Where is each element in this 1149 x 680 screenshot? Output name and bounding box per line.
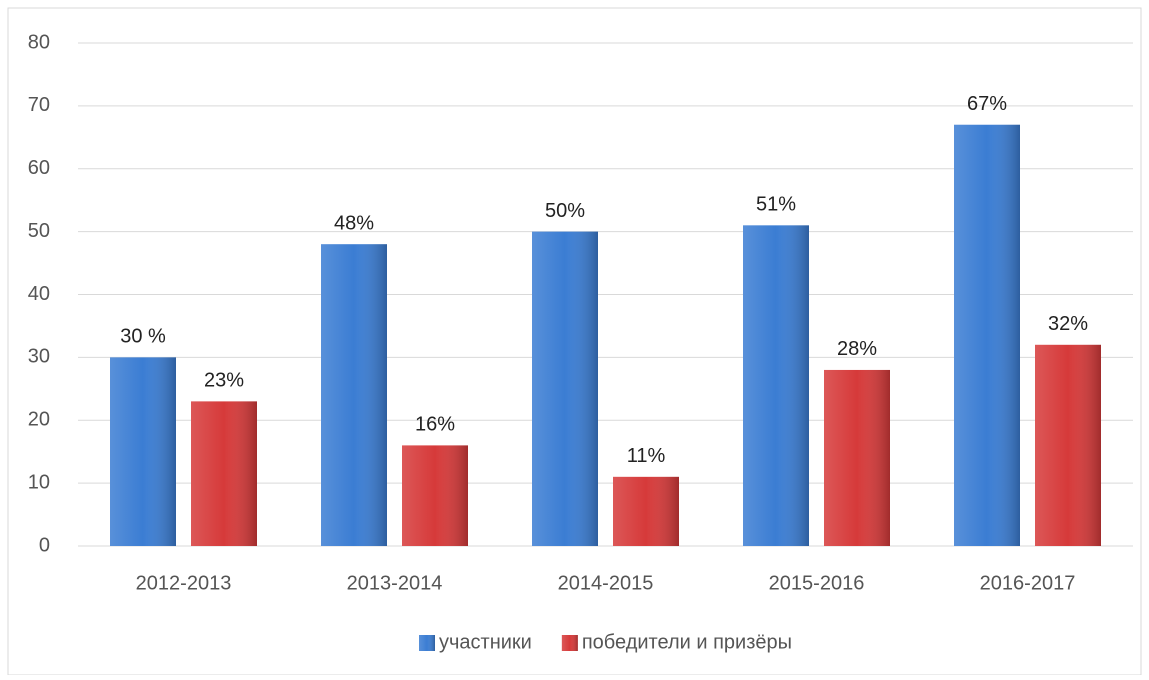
y-tick-label: 40 bbox=[28, 283, 50, 305]
y-tick-label: 60 bbox=[28, 157, 50, 179]
x-tick-label: 2016-2017 bbox=[980, 572, 1076, 594]
value-label: 23% bbox=[204, 370, 244, 392]
y-tick-label: 0 bbox=[39, 534, 50, 556]
bar-shade bbox=[402, 445, 468, 546]
value-label: 32% bbox=[1048, 313, 1088, 335]
bar-shade bbox=[824, 369, 890, 546]
y-tick-label: 80 bbox=[28, 31, 50, 53]
bar-shade bbox=[743, 225, 809, 546]
value-label: 30 % bbox=[120, 326, 166, 348]
value-label: 16% bbox=[415, 414, 455, 436]
y-tick-label: 10 bbox=[28, 471, 50, 493]
bar-shade bbox=[321, 244, 387, 546]
x-tick-label: 2013-2014 bbox=[347, 572, 443, 594]
y-tick-label: 50 bbox=[28, 220, 50, 242]
legend-label: победители и призёры bbox=[582, 631, 792, 653]
bar-shade bbox=[532, 231, 598, 546]
value-label: 48% bbox=[334, 212, 374, 234]
bar-shade bbox=[191, 401, 257, 546]
x-tick-label: 2015-2016 bbox=[769, 572, 865, 594]
x-tick-label: 2012-2013 bbox=[136, 572, 232, 594]
value-label: 50% bbox=[545, 200, 585, 222]
y-tick-label: 20 bbox=[28, 409, 50, 431]
legend-swatch-shade bbox=[561, 635, 578, 651]
y-tick-label: 30 bbox=[28, 346, 50, 368]
bar-shade bbox=[110, 357, 176, 546]
legend-swatch-shade bbox=[419, 635, 435, 651]
x-tick-label: 2014-2015 bbox=[558, 572, 654, 594]
y-tick-label: 70 bbox=[28, 94, 50, 116]
value-label: 28% bbox=[837, 338, 877, 360]
bar-shade bbox=[1035, 344, 1101, 546]
legend-label: участники bbox=[439, 631, 532, 653]
bar-shade bbox=[954, 124, 1020, 547]
value-label: 67% bbox=[967, 93, 1007, 115]
value-label: 51% bbox=[756, 194, 796, 216]
bar-shade bbox=[613, 476, 679, 546]
value-label: 11% bbox=[627, 445, 666, 467]
